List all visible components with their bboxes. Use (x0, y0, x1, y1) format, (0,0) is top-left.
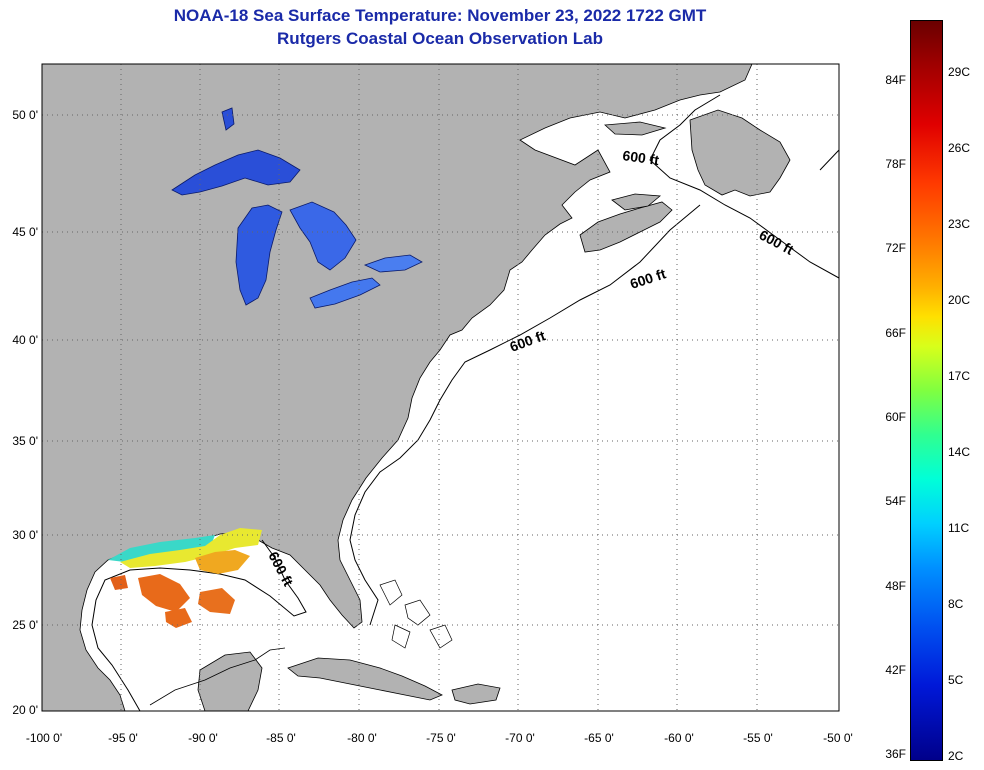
gulf-sst-warm-band (195, 550, 250, 574)
lon-label: -80 0' (347, 731, 377, 745)
gulf-sst-patch-2 (198, 588, 235, 614)
lat-label: 35 0' (12, 434, 38, 448)
lon-label: -95 0' (108, 731, 138, 745)
nova-scotia-land (579, 201, 673, 253)
colorbar-c-label: 17C (948, 369, 971, 383)
colorbar-f-label: 36F (885, 747, 906, 761)
great-lakes (171, 107, 423, 309)
lat-label: 50 0' (12, 108, 38, 122)
colorbar-f-label: 72F (885, 241, 906, 255)
gulf-sst-patch-3 (110, 575, 128, 590)
anticosti-land (604, 121, 667, 136)
colorbar-f-label: 78F (885, 157, 906, 171)
colorbar-c-label: 20C (948, 293, 971, 307)
colorbar-f-label: 48F (885, 579, 906, 593)
lon-label: -65 0' (584, 731, 614, 745)
lake-nipigon (221, 107, 235, 131)
gulf-sst-patch-4 (165, 608, 192, 628)
colorbar-f-label: 84F (885, 73, 906, 87)
gulf-sst-yellow-band (120, 528, 262, 568)
lon-label: -60 0' (664, 731, 694, 745)
lake-ontario (363, 254, 423, 273)
lon-label: -75 0' (426, 731, 456, 745)
colorbar-c-label: 2C (948, 749, 964, 763)
colorbar-c-label: 5C (948, 673, 964, 687)
colorbar-c-label: 14C (948, 445, 971, 459)
colorbar-f-label: 54F (885, 494, 906, 508)
lon-label: -85 0' (266, 731, 296, 745)
lon-label: -50 0' (823, 731, 853, 745)
shelf-contour-gulf-inner (149, 647, 286, 706)
colorbar-c-label: 11C (948, 521, 970, 535)
yucatan-land (197, 651, 263, 711)
lake-erie (309, 277, 381, 309)
colorbar-f-label: 60F (885, 410, 906, 424)
lake-michigan (235, 204, 283, 306)
gulf-sst-cool-band (108, 535, 215, 562)
lat-label: 20 0' (12, 703, 38, 717)
lon-label: -70 0' (505, 731, 535, 745)
colorbar-c-label: 29C (948, 65, 971, 79)
gulf-sst-coverage (108, 528, 262, 628)
colorbar-c-label: 23C (948, 217, 971, 231)
map-frame (41, 63, 840, 712)
bahamas-outline (379, 579, 453, 649)
map-subtitle: Rutgers Coastal Ocean Observation Lab (277, 29, 603, 48)
lat-label: 25 0' (12, 618, 38, 632)
map-title: NOAA-18 Sea Surface Temperature: Novembe… (173, 6, 707, 25)
gulf-sst-patch-1 (138, 574, 190, 612)
newfoundland-land (689, 109, 791, 197)
lake-superior (171, 149, 301, 196)
cuba-land (287, 657, 443, 701)
shelf-contour-600ft (91, 94, 839, 711)
temperature-colorbar (910, 20, 943, 761)
lat-label: 40 0' (12, 333, 38, 347)
lon-label: -100 0' (25, 731, 63, 745)
pei-land (611, 193, 662, 211)
lat-label: 45 0' (12, 225, 38, 239)
colorbar-f-label: 42F (885, 663, 906, 677)
colorbar-c-label: 26C (948, 141, 971, 155)
colorbar-c-label: 8C (948, 597, 964, 611)
hispaniola-land (451, 683, 501, 705)
contour-label: 600 ft (622, 147, 661, 168)
colorbar-f-label: 66F (885, 326, 906, 340)
lon-label: -55 0' (743, 731, 773, 745)
lat-label: 30 0' (12, 528, 38, 542)
lon-label: -90 0' (188, 731, 218, 745)
lake-huron (289, 201, 357, 271)
